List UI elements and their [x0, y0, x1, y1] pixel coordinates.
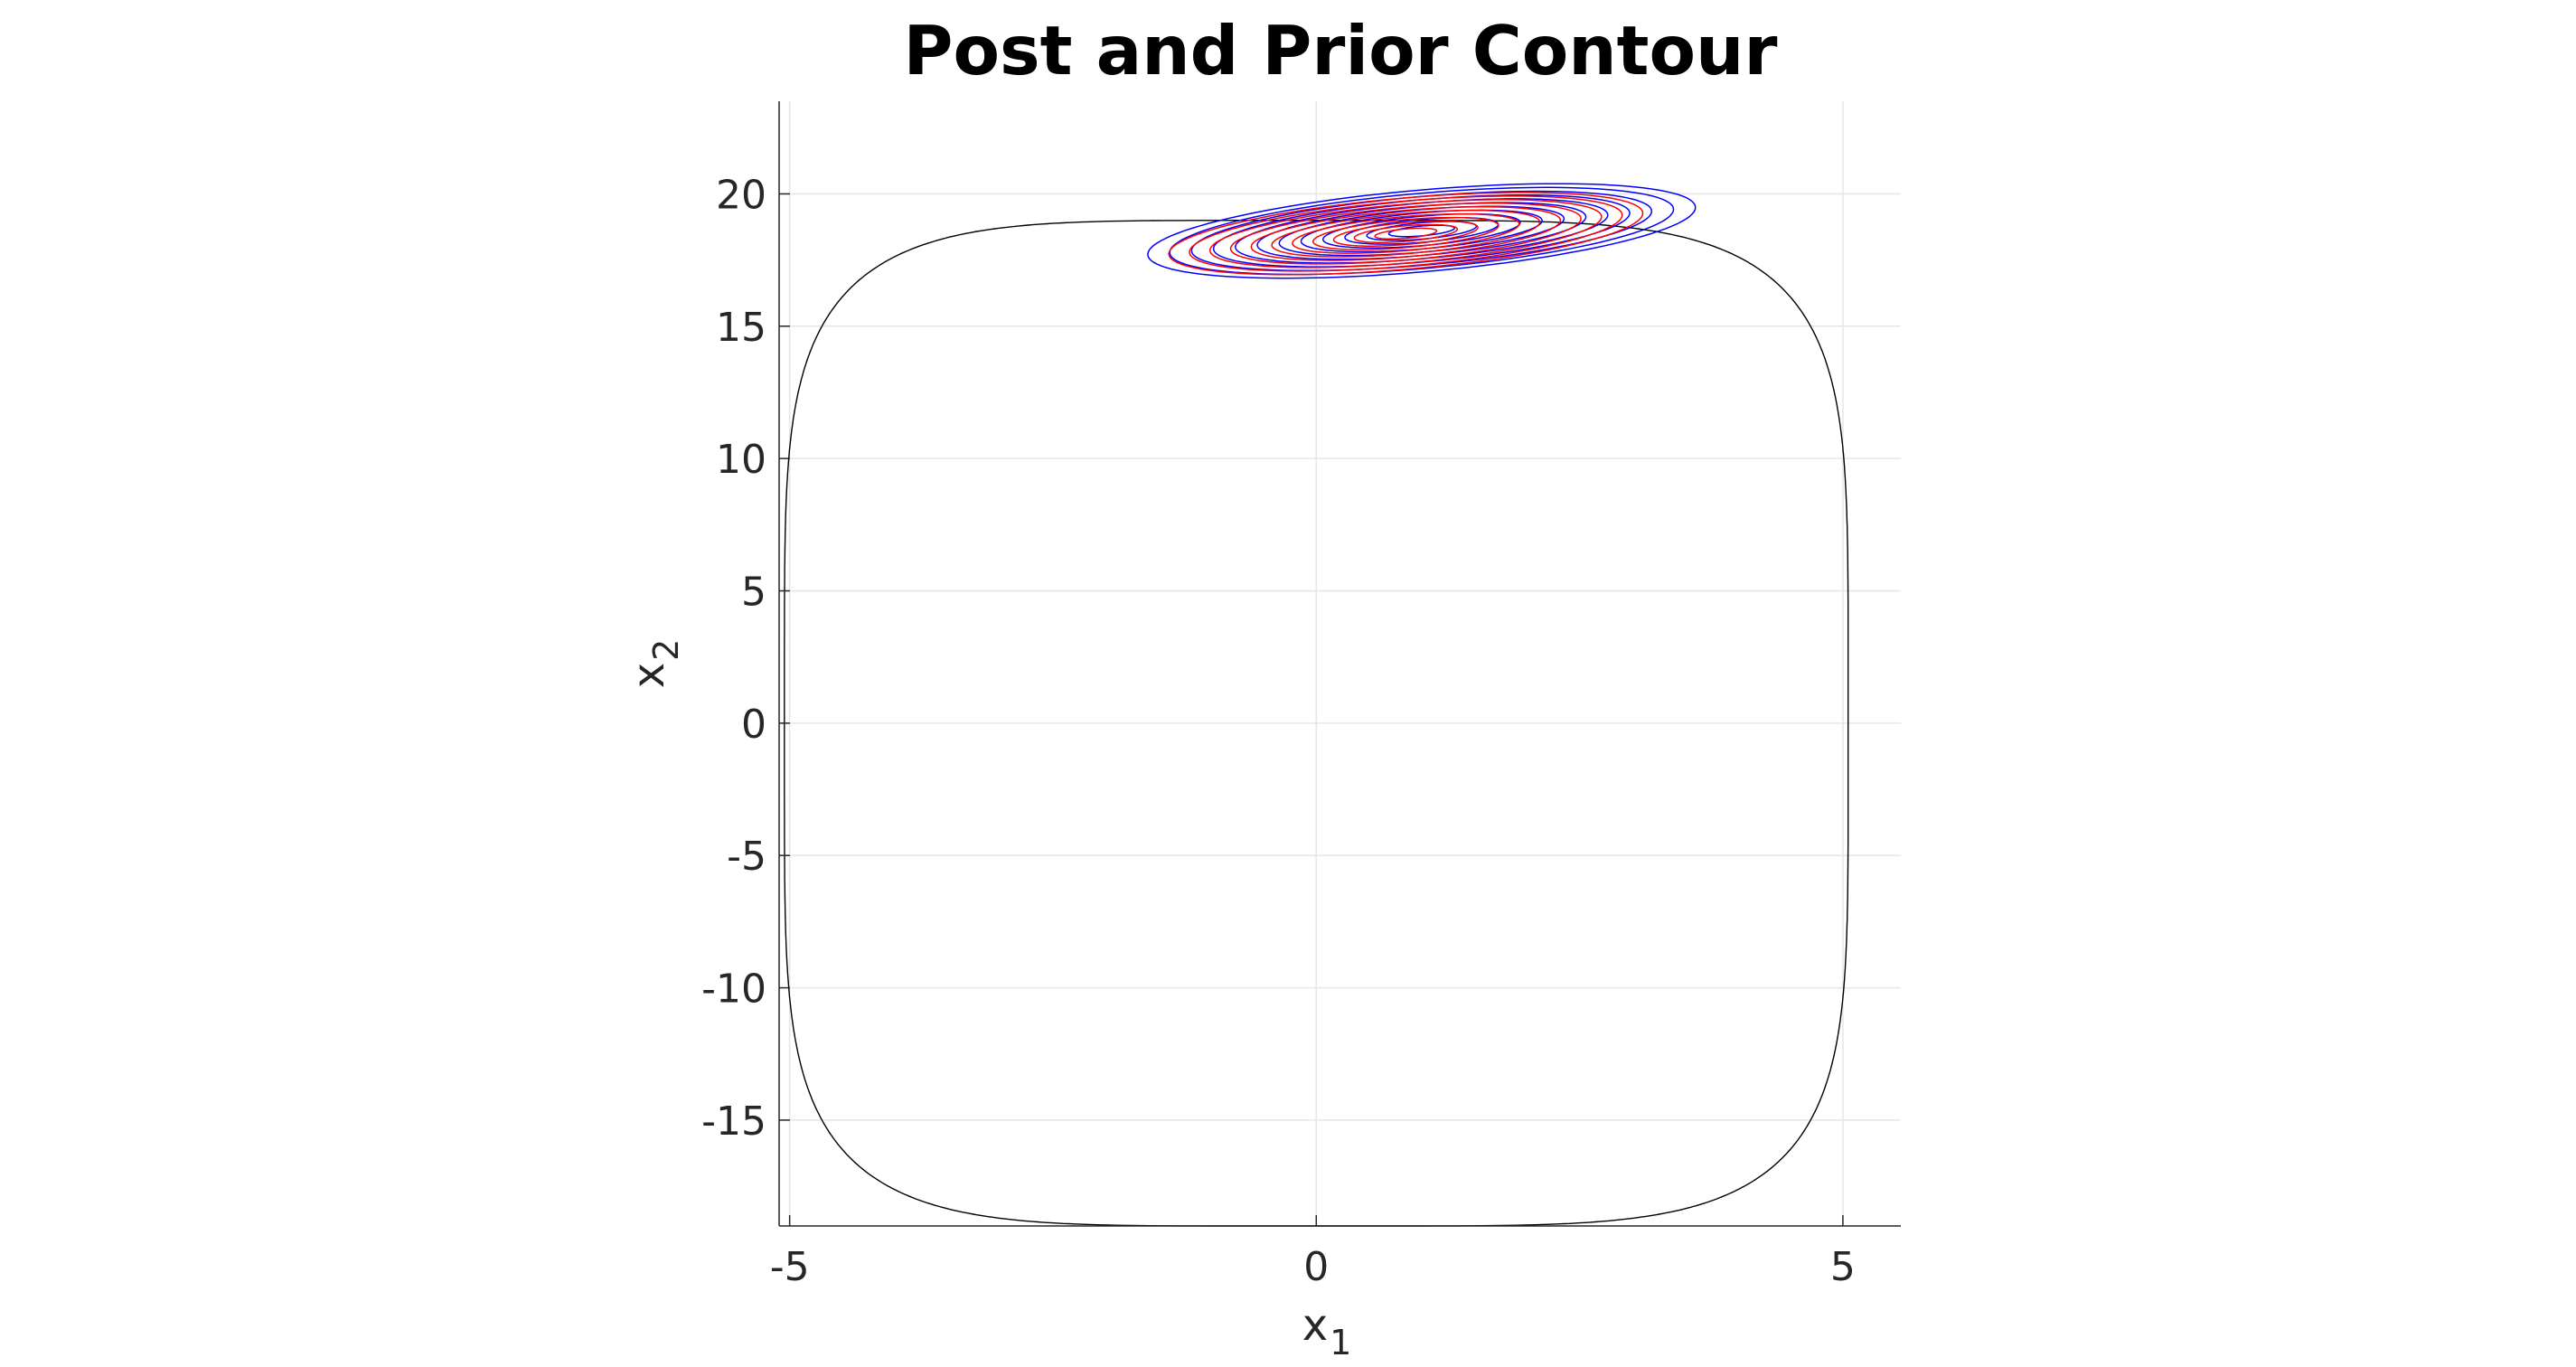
posterior-contour-line	[1292, 212, 1520, 254]
x-axis-label-subscript: 1	[1330, 1323, 1351, 1362]
y-tick-label: -15	[701, 1098, 766, 1145]
posterior-contour-line	[1332, 220, 1479, 247]
prior-contour-line	[1212, 193, 1631, 268]
y-axis-label-main: x	[624, 663, 674, 688]
posterior-contour-line	[1208, 199, 1603, 269]
posterior-contour-line	[1250, 205, 1562, 261]
y-tick-label: 15	[716, 305, 766, 351]
x-tick-label: 5	[1830, 1244, 1856, 1290]
posterior-contour-line	[1374, 227, 1438, 240]
y-tick-label: 5	[741, 570, 766, 616]
prior-contour-line	[1147, 183, 1697, 279]
y-tick-label: 0	[741, 702, 766, 748]
y-tick-label: 10	[716, 437, 766, 483]
x-axis-label-main: x	[1302, 1300, 1328, 1351]
axes	[778, 101, 1901, 1227]
y-tick-label: 20	[716, 172, 766, 218]
posterior-contour-line	[1312, 216, 1500, 250]
posterior-contour-line	[1168, 192, 1644, 276]
prior-contour-line	[1190, 190, 1653, 272]
grid-lines	[779, 101, 1901, 1226]
chart-title: Post and Prior Contour	[904, 11, 1778, 90]
prior-contour-line	[1235, 198, 1609, 264]
x-tick-label: 0	[1303, 1244, 1329, 1290]
posterior-contour-line	[1229, 203, 1582, 265]
posterior-contour-line	[1353, 223, 1459, 243]
prior-contour-line	[1256, 202, 1587, 260]
tick-labels: -5 0 5 -15 -10 -5 0 5 10 15 20	[701, 172, 1856, 1290]
y-axis-label-subscript: 2	[646, 639, 686, 661]
y-axis-label: x2	[624, 639, 686, 689]
plot-area	[784, 183, 1849, 1227]
posterior-contour-line	[1189, 195, 1623, 272]
posterior-contour-line	[1271, 209, 1541, 258]
y-tick-label: -5	[727, 834, 766, 880]
x-axis-label: x1	[1302, 1300, 1352, 1362]
x-tick-label: -5	[770, 1244, 810, 1290]
y-tick-label: -10	[701, 966, 766, 1013]
